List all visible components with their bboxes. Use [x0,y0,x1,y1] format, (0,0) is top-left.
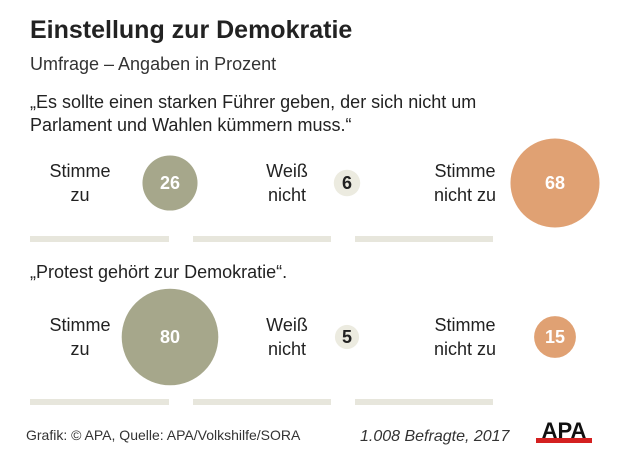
category-label: nicht zu [434,185,496,205]
value-label: 80 [160,327,180,347]
value-bubble [334,324,360,350]
chart-subtitle: Umfrage – Angaben in Prozent [30,54,276,74]
value-label: 5 [342,327,352,347]
question-1-line-1: „Es sollte einen starken Führer geben, d… [30,92,476,112]
category-label: Stimme [49,161,110,181]
divider-bar [193,399,331,405]
category-label: zu [70,339,89,359]
question-1-line-2: Parlament und Wahlen kümmern muss.“ [30,115,351,135]
category-label: nicht zu [434,339,496,359]
category-label: Stimme [434,161,495,181]
category-label: Stimme [434,315,495,335]
category-label: Stimme [49,315,110,335]
category-label: zu [70,185,89,205]
divider-bar [30,399,169,405]
source-note: Grafik: © APA, Quelle: APA/Volkshilfe/SO… [26,427,301,443]
sample-note: 1.008 Befragte, 2017 [360,428,511,445]
category-label: Weiß [266,161,308,181]
divider-bar [193,236,331,242]
chart-title: Einstellung zur Demokratie [30,16,352,44]
value-label: 68 [545,173,565,193]
value-bubble [121,288,219,386]
value-bubble [534,316,576,358]
divider-bar [355,236,493,242]
category-label: Weiß [266,315,308,335]
value-bubble [510,138,600,228]
divider-bar [355,399,493,405]
value-label: 26 [160,173,180,193]
value-label: 15 [545,327,565,347]
divider-bar [30,236,169,242]
category-label: nicht [268,339,306,359]
value-bubble [333,169,361,197]
value-bubble [142,155,198,211]
apa-logo: APA [536,418,592,443]
value-label: 6 [342,173,352,193]
question-2-line-1: „Protest gehört zur Demokratie“. [30,262,287,282]
category-label: nicht [268,185,306,205]
